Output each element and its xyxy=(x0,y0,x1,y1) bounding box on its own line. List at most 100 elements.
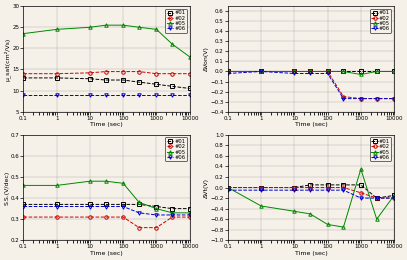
#05 xyxy=(308,70,313,73)
#06 xyxy=(374,197,379,200)
#01 xyxy=(103,203,108,206)
#06 xyxy=(259,188,264,192)
#02 xyxy=(154,226,159,229)
#01 xyxy=(170,85,175,88)
#06 xyxy=(21,93,26,96)
#05 xyxy=(103,180,108,183)
#01 xyxy=(54,76,59,80)
X-axis label: Time (sec): Time (sec) xyxy=(90,122,123,127)
#06 xyxy=(137,93,142,96)
#06 xyxy=(359,97,363,100)
#01 xyxy=(259,186,264,189)
#05 xyxy=(392,70,396,73)
#01 xyxy=(121,203,126,206)
#05 xyxy=(187,55,192,58)
#02 xyxy=(88,71,92,74)
#06 xyxy=(154,93,159,96)
Line: #02: #02 xyxy=(22,215,191,229)
Line: #02: #02 xyxy=(22,70,191,75)
#06 xyxy=(392,97,396,100)
#05 xyxy=(154,207,159,210)
Line: #02: #02 xyxy=(226,186,396,200)
#01 xyxy=(225,186,230,189)
#06 xyxy=(359,197,363,200)
#06 xyxy=(187,213,192,217)
#02 xyxy=(325,70,330,73)
#02 xyxy=(54,72,59,75)
#05 xyxy=(392,194,396,197)
X-axis label: Time (sec): Time (sec) xyxy=(295,251,327,256)
#05 xyxy=(103,24,108,27)
#06 xyxy=(325,72,330,75)
Line: #05: #05 xyxy=(22,179,191,214)
#02 xyxy=(137,70,142,73)
#02 xyxy=(187,216,192,219)
#05 xyxy=(292,210,297,213)
#05 xyxy=(225,186,230,189)
#06 xyxy=(225,72,230,75)
Line: #06: #06 xyxy=(22,205,191,217)
#06 xyxy=(292,72,297,75)
#01 xyxy=(308,183,313,186)
#01 xyxy=(88,203,92,206)
Line: #06: #06 xyxy=(226,188,396,200)
#06 xyxy=(54,205,59,208)
#02 xyxy=(259,70,264,73)
#06 xyxy=(121,93,126,96)
#02 xyxy=(21,72,26,75)
#01 xyxy=(308,70,313,73)
#01 xyxy=(392,194,396,197)
Legend: #01, #02, #05, #06: #01, #02, #05, #06 xyxy=(370,138,392,161)
#02 xyxy=(154,72,159,75)
#06 xyxy=(392,197,396,200)
#06 xyxy=(121,205,126,208)
#02 xyxy=(374,197,379,200)
#02 xyxy=(225,70,230,73)
#02 xyxy=(170,72,175,75)
#01 xyxy=(154,83,159,86)
Line: #01: #01 xyxy=(226,70,396,73)
#02 xyxy=(341,95,346,98)
Line: #05: #05 xyxy=(226,70,396,76)
#02 xyxy=(392,97,396,100)
#05 xyxy=(374,70,379,73)
#01 xyxy=(21,76,26,80)
#05 xyxy=(292,70,297,73)
#02 xyxy=(359,97,363,100)
Legend: #01, #02, #05, #06: #01, #02, #05, #06 xyxy=(370,9,392,33)
#01 xyxy=(187,87,192,90)
#02 xyxy=(392,197,396,200)
#02 xyxy=(259,186,264,189)
#06 xyxy=(292,188,297,192)
#01 xyxy=(374,70,379,73)
#05 xyxy=(308,212,313,216)
Legend: #01, #02, #05, #06: #01, #02, #05, #06 xyxy=(165,138,187,161)
#01 xyxy=(292,70,297,73)
#05 xyxy=(225,70,230,73)
#06 xyxy=(308,72,313,75)
#06 xyxy=(259,70,264,73)
#05 xyxy=(21,184,26,187)
#06 xyxy=(374,97,379,100)
X-axis label: Time (sec): Time (sec) xyxy=(295,122,327,127)
#02 xyxy=(88,216,92,219)
#02 xyxy=(137,226,142,229)
#02 xyxy=(103,70,108,73)
#01 xyxy=(359,70,363,73)
#06 xyxy=(88,205,92,208)
#05 xyxy=(121,182,126,185)
#05 xyxy=(341,70,346,73)
Line: #06: #06 xyxy=(226,70,396,100)
#02 xyxy=(374,97,379,100)
Y-axis label: S.S.(V/dec): S.S.(V/dec) xyxy=(4,170,9,205)
#05 xyxy=(88,26,92,29)
#02 xyxy=(54,216,59,219)
#06 xyxy=(154,213,159,217)
Line: #01: #01 xyxy=(226,183,396,200)
Line: #01: #01 xyxy=(22,203,191,210)
#06 xyxy=(21,205,26,208)
#01 xyxy=(121,79,126,82)
#01 xyxy=(54,203,59,206)
#06 xyxy=(170,93,175,96)
#05 xyxy=(154,28,159,31)
